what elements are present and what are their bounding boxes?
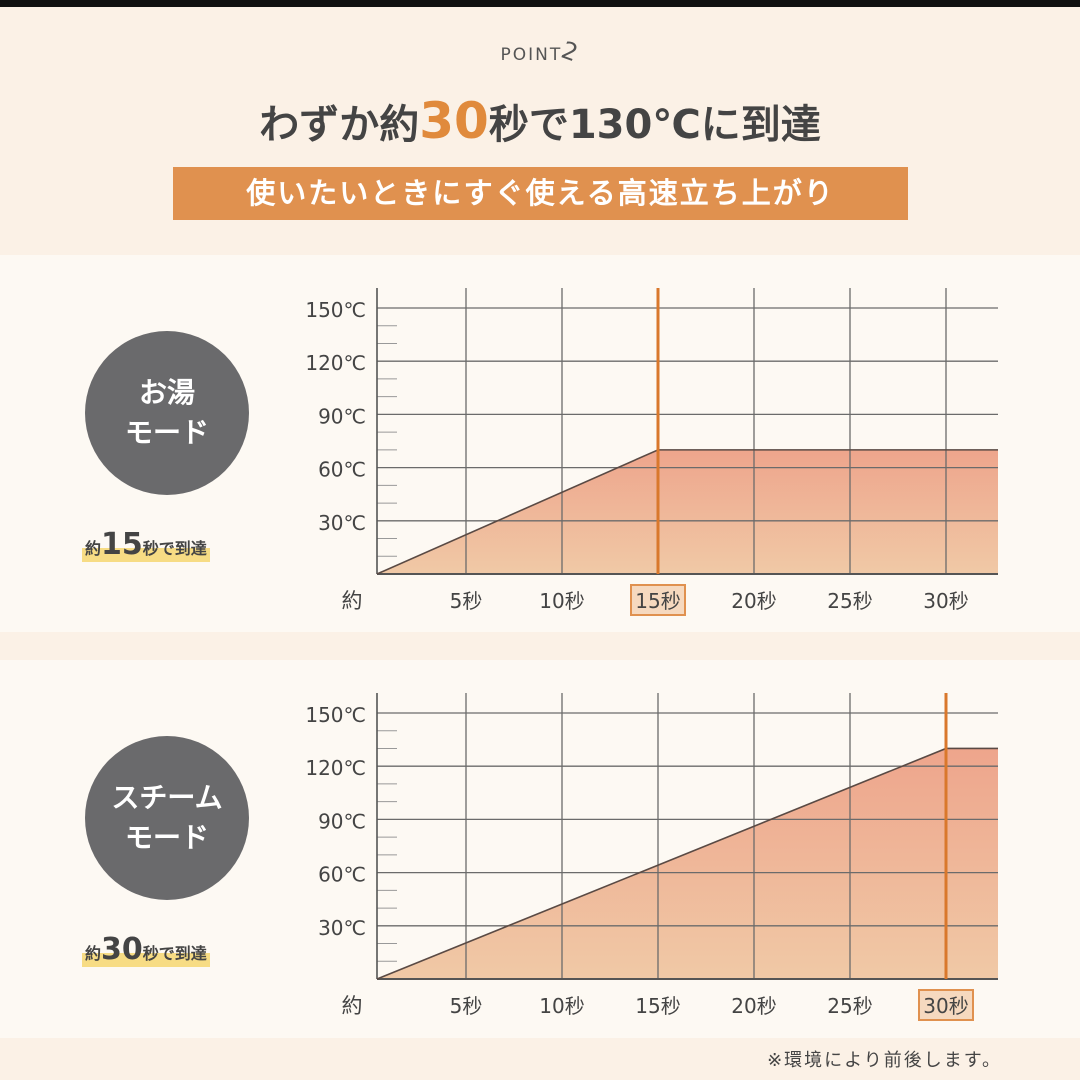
caption-pre: 約 [85,539,102,558]
y-tick-label: 30℃ [318,511,366,535]
x-tick-label: 30秒 [923,994,968,1018]
mode-line2: モード [124,821,209,854]
area-fill [377,449,998,574]
x-tick-label: 30秒 [923,589,968,613]
caption-num: 15 [101,527,143,562]
steam-mode-panel: スチーム モード 約30秒で到達 30℃ 60℃ 90℃ 120℃ 150℃ 5秒 10秒 15… [0,660,1080,1038]
x-tick-label: 20秒 [731,589,776,613]
reach-time-caption: 約15秒で到達 [82,527,210,562]
y-tick-label: 30℃ [318,916,366,940]
y-tick-label: 120℃ [305,756,366,780]
y-tick-label: 90℃ [318,809,366,833]
mode-badge: スチーム モード [85,736,249,900]
caption-post: 秒で到達 [142,944,207,963]
y-tick-label: 120℃ [305,351,366,375]
x-tick-label: 20秒 [731,994,776,1018]
area-fill [377,748,998,979]
reach-time-caption: 約30秒で到達 [82,932,210,967]
top-bar [0,0,1080,7]
y-tick-label: 150℃ [305,703,366,727]
title-post: 秒で130℃に到達 [488,102,821,148]
y-tick-label: 90℃ [318,404,366,428]
footnote: ※環境により前後します。 [767,1050,1002,1071]
x-tick-label: 25秒 [827,994,872,1018]
mode-line1: スチーム [111,781,223,814]
point-label: POINT [500,45,563,65]
point-number: 2 [557,35,584,69]
hot-water-chart: 30℃ 60℃ 90℃ 120℃ 150℃ 5秒 10秒 15秒 20秒 25秒 30秒 約 [305,288,998,616]
y-tick-label: 60℃ [318,863,366,887]
title-pre: わずか約 [259,102,420,148]
x-tick-label: 10秒 [539,994,584,1018]
y-tick-label: 60℃ [318,458,366,482]
highlight-tick-box [918,989,974,1021]
x-tick-label: 10秒 [539,589,584,613]
subtitle-banner: 使いたいときにすぐ使える高速立ち上がり [173,167,908,220]
point-badge: POINT2 [0,35,1080,69]
x-axis-label: 約 [342,994,363,1018]
mode-badge: お湯 モード [85,331,249,495]
title-highlight: 30 [419,92,489,150]
caption-post: 秒で到達 [142,539,207,558]
caption-pre: 約 [85,944,102,963]
x-tick-label: 5秒 [450,589,483,613]
hot-water-mode-panel: お湯 モード 約15秒で到達 30℃ 60℃ 90℃ 120℃ 150℃ 5秒 10秒 15秒 2… [0,255,1080,632]
y-tick-label: 150℃ [305,298,366,322]
x-tick-label: 25秒 [827,589,872,613]
page-title: わずか約30秒で130℃に到達 [0,92,1080,150]
steam-chart: 30℃ 60℃ 90℃ 120℃ 150℃ 5秒 10秒 15秒 20秒 25秒 30秒 約 [305,693,998,1021]
mode-line1: お湯 [138,376,195,409]
highlight-tick-box [630,584,686,616]
x-tick-label: 5秒 [450,994,483,1018]
x-axis-label: 約 [342,589,363,613]
x-tick-label: 15秒 [635,994,680,1018]
caption-num: 30 [101,932,143,967]
mode-line2: モード [124,416,209,449]
x-tick-label: 15秒 [635,589,680,613]
